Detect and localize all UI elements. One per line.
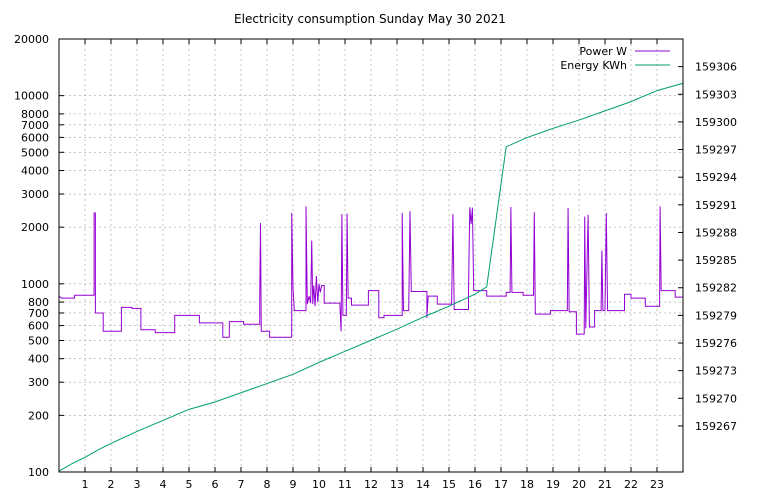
x-tick-label: 5 — [186, 478, 193, 491]
y2-tick-label: 159294 — [695, 171, 737, 184]
y2-tick-label: 159306 — [695, 61, 737, 74]
x-tick-label: 4 — [160, 478, 167, 491]
x-tick-label: 22 — [624, 478, 638, 491]
x-tick-label: 15 — [442, 478, 456, 491]
x-tick-label: 6 — [212, 478, 219, 491]
y-tick-label: 4000 — [21, 165, 49, 178]
y2-tick-label: 159273 — [695, 365, 737, 378]
y-tick-label: 700 — [28, 307, 49, 320]
y-tick-label: 200 — [28, 409, 49, 422]
y2-tick-label: 159297 — [695, 144, 737, 157]
y-tick-label: 500 — [28, 334, 49, 347]
x-tick-label: 2 — [108, 478, 115, 491]
axes: 1 2 3 4 5 6 7 8 9 10 11 12 13 14 15 16 17 18 19 20 21 22 23100… — [14, 33, 737, 491]
y-tick-label: 5000 — [21, 146, 49, 159]
y2-tick-label: 159276 — [695, 337, 737, 350]
y-tick-label: 300 — [28, 376, 49, 389]
y-tick-label: 2000 — [21, 221, 49, 234]
y-tick-label: 10000 — [14, 90, 49, 103]
y2-tick-label: 159282 — [695, 282, 737, 295]
y-tick-label: 600 — [28, 320, 49, 333]
x-tick-label: 21 — [598, 478, 612, 491]
x-tick-label: 17 — [494, 478, 508, 491]
power-series — [58, 206, 683, 338]
x-tick-label: 16 — [468, 478, 482, 491]
y-tick-label: 1000 — [21, 278, 49, 291]
grid — [59, 38, 683, 473]
y-tick-label: 20000 — [14, 33, 49, 46]
x-tick-label: 19 — [546, 478, 560, 491]
y2-tick-label: 159288 — [695, 226, 737, 239]
x-tick-label: 1 — [82, 478, 89, 491]
energy-line — [58, 82, 684, 472]
y2-tick-label: 159291 — [695, 199, 737, 212]
y2-tick-label: 159303 — [695, 88, 737, 101]
y-tick-label: 400 — [28, 353, 49, 366]
legend-label: Power W — [579, 45, 627, 58]
y-tick-label: 6000 — [21, 131, 49, 144]
x-tick-label: 13 — [390, 478, 404, 491]
y2-tick-label: 159279 — [695, 309, 737, 322]
x-tick-label: 9 — [290, 478, 297, 491]
y-tick-label: 100 — [28, 466, 49, 479]
y-tick-label: 7000 — [21, 119, 49, 132]
x-tick-label: 18 — [520, 478, 534, 491]
power-line — [58, 206, 683, 338]
x-tick-label: 14 — [416, 478, 430, 491]
y2-tick-label: 159270 — [695, 392, 737, 405]
legend-label: Energy KWh — [560, 59, 627, 72]
x-tick-label: 3 — [134, 478, 141, 491]
x-tick-label: 7 — [238, 478, 245, 491]
plot-frame — [58, 38, 684, 473]
y-tick-label: 8000 — [21, 108, 49, 121]
y-tick-label: 800 — [28, 296, 49, 309]
x-tick-label: 23 — [650, 478, 664, 491]
y-tick-label: 3000 — [21, 188, 49, 201]
x-tick-label: 20 — [572, 478, 586, 491]
x-tick-label: 12 — [364, 478, 378, 491]
x-tick-label: 11 — [338, 478, 352, 491]
y2-tick-label: 159267 — [695, 420, 737, 433]
chart-title: Electricity consumption Sunday May 30 20… — [234, 12, 506, 26]
x-tick-label: 10 — [312, 478, 326, 491]
energy-series — [58, 82, 684, 472]
x-tick-label: 8 — [264, 478, 271, 491]
y2-tick-label: 159300 — [695, 116, 737, 129]
y2-tick-label: 159285 — [695, 254, 737, 267]
